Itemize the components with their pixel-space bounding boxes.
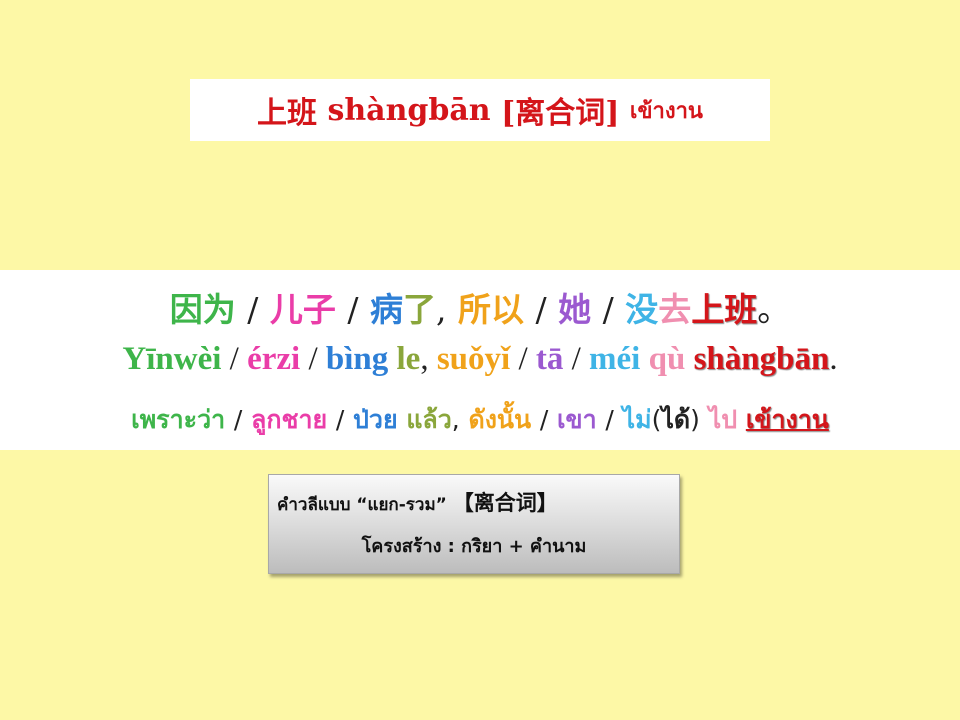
pinyin-word: qù: [648, 341, 686, 377]
title-box: 上班 shàngbān [离合词] เข้างาน: [190, 79, 770, 141]
title-thai: เข้างาน: [629, 98, 703, 124]
separator: /: [539, 405, 549, 434]
note-box: คำวลีแบบ “แยก-รวม” 【离合词】 โครงสร้าง : กริ…: [268, 474, 680, 574]
pinyin-word: bìng: [325, 341, 389, 377]
thai-word: ไม่: [622, 405, 652, 434]
hanzi-line: 因为 / 儿子 / 病了, 所以 / 她 / 没去上班。: [0, 283, 960, 331]
separator: /: [518, 341, 528, 377]
separator: /: [605, 405, 614, 434]
hanzi-word: 没: [625, 290, 659, 329]
pinyin-word: érzi: [247, 341, 301, 377]
thai-word: เพราะว่า: [131, 405, 226, 434]
thai-word: แล้ว: [406, 405, 452, 434]
title-pinyin: shàngbān: [327, 92, 491, 128]
separator: /: [347, 290, 359, 329]
thai-word: ได้: [661, 405, 691, 434]
separator: /: [602, 290, 614, 329]
sentence-band: [0, 270, 960, 450]
separator: /: [571, 341, 581, 377]
separator: /: [335, 405, 345, 434]
thai-word: ลูกชาย: [251, 405, 328, 434]
hanzi-word-keyword: 上班: [691, 290, 758, 329]
note-line-2: โครงสร้าง : กริยา + คำนาม: [361, 536, 587, 557]
hanzi-word: 所以: [458, 290, 524, 329]
separator: /: [233, 405, 243, 434]
thai-word: ป่วย: [353, 405, 398, 434]
pinyin-word-keyword: shàngbān: [693, 341, 830, 377]
separator: /: [247, 290, 259, 329]
hanzi-word: 病: [370, 290, 403, 329]
note-quote: “แยก-รวม”: [356, 495, 447, 515]
thai-word: ไป: [708, 405, 738, 434]
thai-word: เขา: [556, 405, 597, 434]
pinyin-word: le: [396, 341, 421, 377]
hanzi-word: 去: [658, 290, 692, 329]
paren-open: (: [651, 405, 662, 434]
period: .: [829, 341, 838, 377]
separator: /: [308, 341, 318, 377]
paren-close: ): [690, 405, 700, 434]
hanzi-word: 因为: [169, 290, 236, 329]
comma: ,: [451, 405, 460, 434]
pinyin-word: Yīnwèi: [122, 341, 222, 377]
title-hanzi: 上班: [257, 96, 318, 131]
separator: /: [535, 290, 547, 329]
hanzi-word: 儿子: [269, 290, 336, 329]
pinyin-word: suǒyǐ: [436, 341, 511, 377]
note-prefix: คำวลีแบบ: [277, 495, 351, 515]
separator: /: [229, 341, 239, 377]
hanzi-word: 她: [558, 290, 592, 329]
period: 。: [757, 290, 791, 329]
thai-word: ดังนั้น: [468, 405, 532, 434]
pinyin-word: tā: [535, 341, 564, 377]
hanzi-word: 了: [403, 290, 436, 329]
thai-line: เพราะว่า / ลูกชาย / ป่วย แล้ว, ดังนั้น /…: [0, 400, 960, 440]
note-line-1: คำวลีแบบ “แยก-รวม” 【离合词】: [277, 487, 558, 518]
pinyin-word: méi: [589, 341, 641, 377]
pinyin-line: Yīnwèi / érzi / bìng le, suǒyǐ / tā / mé…: [0, 341, 960, 378]
title-tag: [离合词]: [501, 96, 620, 131]
comma: ,: [436, 290, 447, 329]
thai-word-keyword: เข้างาน: [745, 405, 829, 434]
comma: ,: [420, 341, 429, 377]
note-tag: 【离合词】: [452, 491, 558, 515]
